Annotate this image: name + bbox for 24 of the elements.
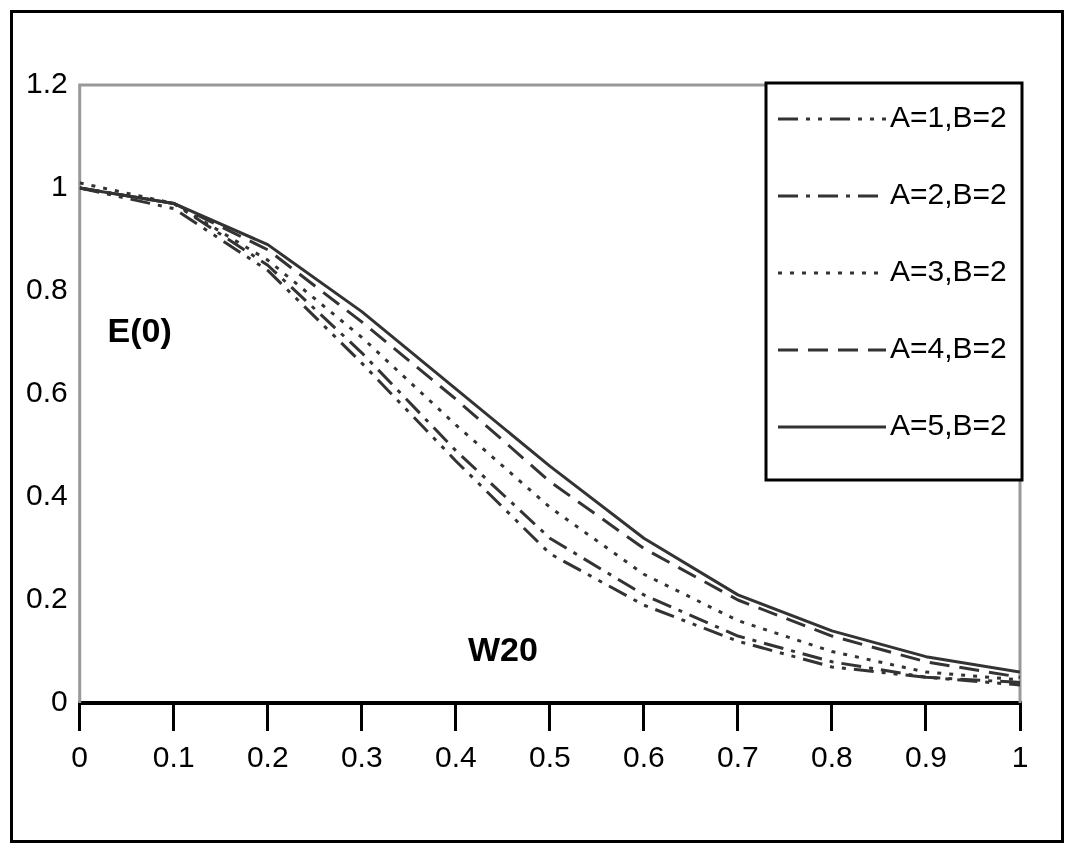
x-tick-label: 0.8 <box>811 740 853 774</box>
x-tick-label: 1 <box>1011 740 1029 774</box>
y-tick-label: 0 <box>51 684 68 718</box>
x-tick-label: 0.1 <box>152 740 195 774</box>
legend-label: A=3,B=2 <box>890 254 1007 288</box>
x-tick-label: 0.9 <box>905 740 947 774</box>
legend-label: A=5,B=2 <box>890 408 1007 442</box>
y-tick-label: 0.4 <box>25 478 68 512</box>
x-tick-label: 0.2 <box>246 740 289 774</box>
legend-label: A=2,B=2 <box>890 177 1007 211</box>
y-tick-label: 0.6 <box>25 375 68 409</box>
x-tick-label: 0.5 <box>528 740 571 774</box>
y-tick-label: 0.2 <box>25 581 68 615</box>
x-axis-title: W20 <box>467 629 538 668</box>
x-tick-label: 0.6 <box>623 740 665 774</box>
x-tick-label: 0.3 <box>340 740 383 774</box>
x-tick-label: 0.7 <box>717 740 759 774</box>
legend-label: A=1,B=2 <box>890 100 1007 134</box>
legend-label: A=4,B=2 <box>890 331 1007 365</box>
y-tick-label: 1.2 <box>25 66 68 100</box>
y-axis-title: E(0) <box>107 310 172 349</box>
y-tick-label: 0.8 <box>25 272 68 306</box>
x-tick-label: 0.4 <box>434 740 477 774</box>
y-tick-label: 1 <box>51 169 68 203</box>
